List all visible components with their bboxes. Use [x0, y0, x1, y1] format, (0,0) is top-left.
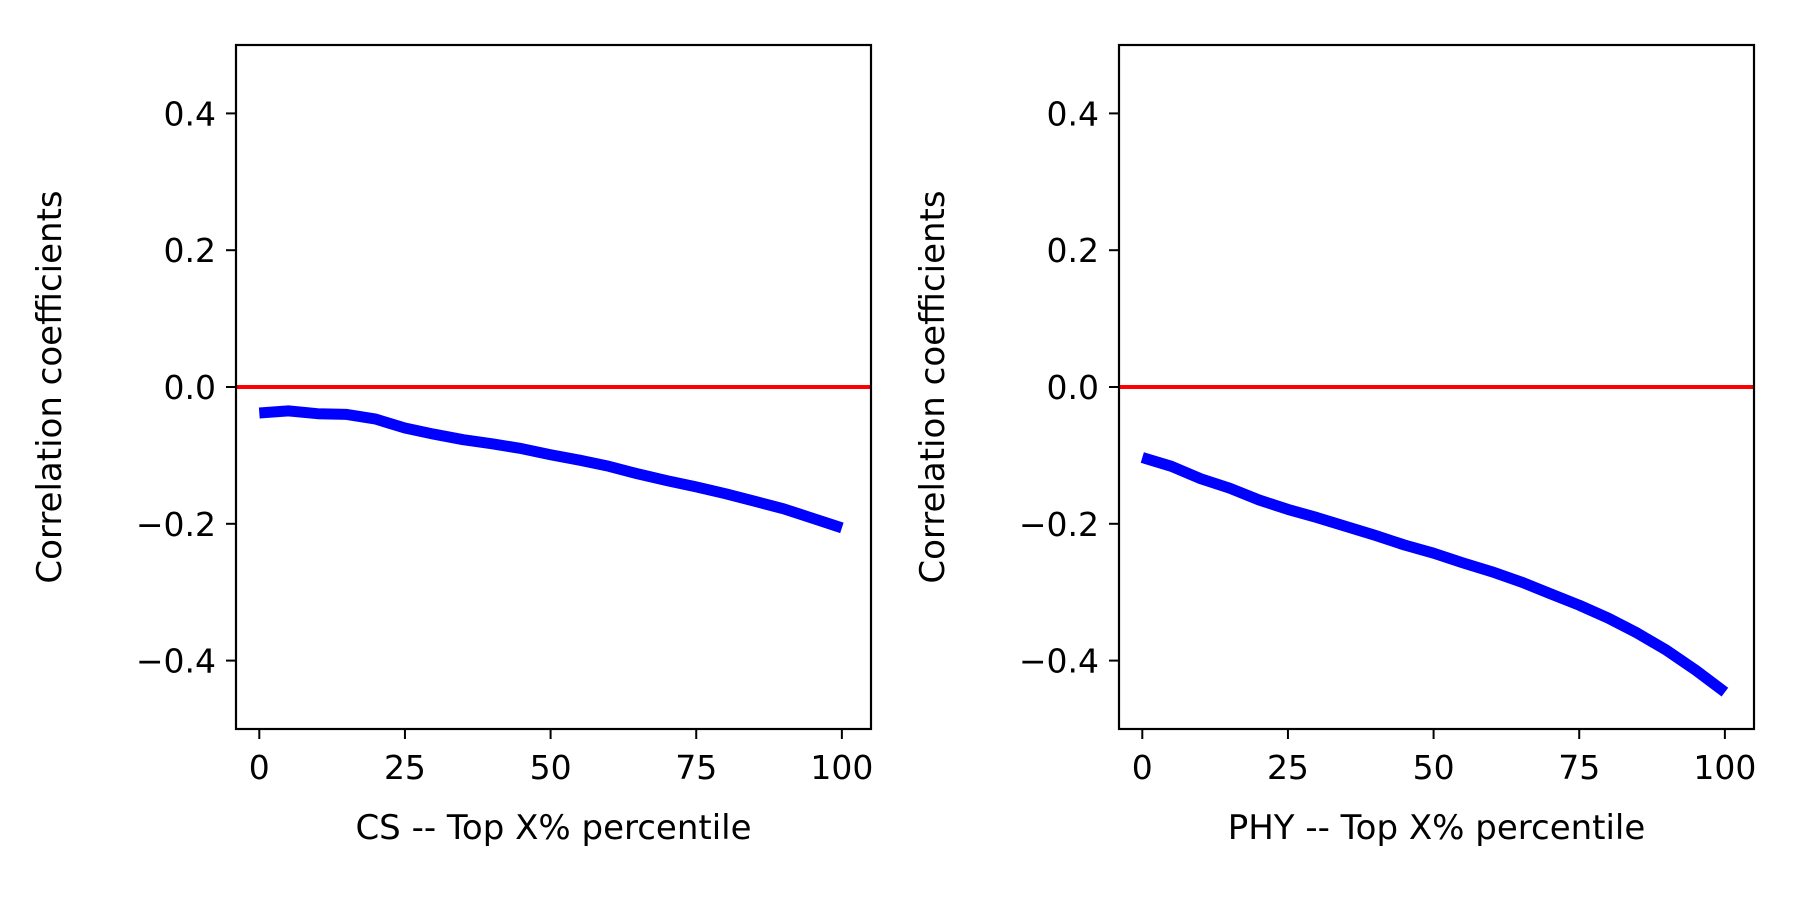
cs-panel: 0 25 50 75 100 −0.4 −0.2 0.0 0.2 0.4 CS -- Top X% … — [30, 43, 873, 848]
y-tick-label: −0.2 — [1019, 505, 1099, 544]
x-tick-label: 50 — [530, 748, 572, 787]
x-tick-label: 50 — [1413, 748, 1455, 787]
y-axis-label: Correlation coefficients — [30, 190, 70, 583]
y-tick-label: 0.0 — [164, 368, 216, 407]
x-tick-label: 25 — [1267, 748, 1309, 787]
y-tick-label: −0.4 — [136, 642, 216, 681]
y-tick-label: 0.2 — [164, 231, 216, 270]
x-tick-label: 0 — [1132, 748, 1153, 787]
y-tick-label: 0.2 — [1047, 231, 1099, 270]
x-tick-label: 0 — [249, 748, 270, 787]
x-tick-label: 75 — [675, 748, 717, 787]
x-tick-label: 100 — [810, 748, 873, 787]
y-tick-label: 0.4 — [1047, 94, 1099, 133]
x-tick-label: 75 — [1558, 748, 1600, 787]
x-tick-label: 100 — [1693, 748, 1756, 787]
y-tick-label: 0.0 — [1047, 368, 1099, 407]
x-tick-label: 25 — [384, 748, 426, 787]
y-axis-label: Correlation coefficients — [913, 190, 953, 583]
x-axis-label: PHY -- Top X% percentile — [1228, 808, 1646, 848]
series-line-cs — [258, 405, 844, 534]
phy-panel: 0 25 50 75 100 −0.4 −0.2 0.0 0.2 0.4 PHY -- Top X%… — [913, 43, 1756, 848]
x-axis-label: CS -- Top X% percentile — [355, 808, 751, 848]
y-tick-label: −0.2 — [136, 505, 216, 544]
series-line-phy — [1140, 452, 1729, 697]
y-tick-label: −0.4 — [1019, 642, 1099, 681]
y-tick-label: 0.4 — [164, 94, 216, 133]
